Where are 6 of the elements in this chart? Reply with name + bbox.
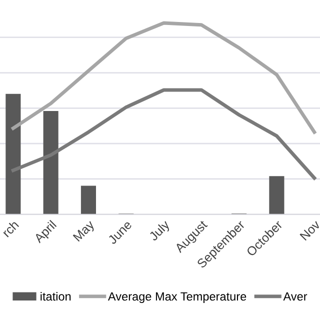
legend-label: Aver xyxy=(283,292,308,301)
x-tick-label: July xyxy=(148,219,172,244)
x-tick-label: May xyxy=(72,220,97,244)
legend-label: itation xyxy=(40,292,71,301)
legend-label: Average Max Temperature xyxy=(108,292,246,303)
x-tick-label: rch xyxy=(1,220,20,238)
